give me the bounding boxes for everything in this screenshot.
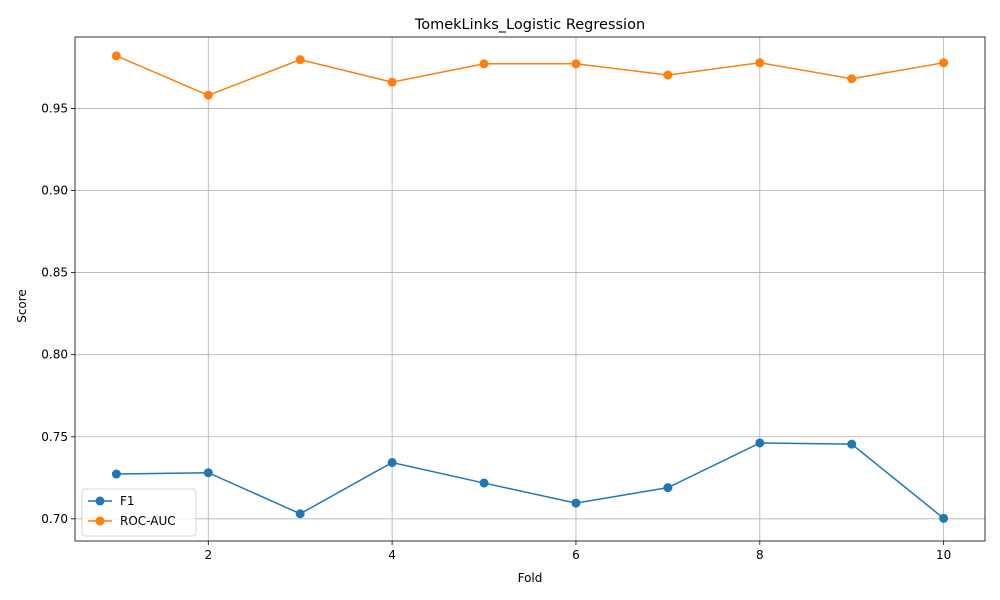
data-point-roc-auc: [847, 74, 857, 84]
y-tick-label: 0.95: [41, 101, 68, 115]
series-f1: [111, 438, 949, 523]
legend-label: ROC-AUC: [120, 514, 176, 528]
legend-box: [81, 488, 197, 537]
data-point-roc-auc: [111, 51, 121, 61]
y-axis-title: Score: [15, 289, 29, 323]
x-tick-label: 2: [204, 548, 212, 562]
y-axis: 0.70 0.75 0.80 0.85 0.90 0.95: [41, 101, 75, 526]
data-point-f1: [479, 478, 489, 488]
plot-frame: [74, 36, 986, 542]
y-tick-label: 0.75: [41, 430, 68, 444]
x-axis: 2 4 6 8 10: [204, 541, 951, 562]
series-line-roc-auc: [116, 55, 944, 97]
chart-title: TomekLinks_Logistic Regression: [414, 17, 645, 33]
y-tick-label: 0.70: [41, 512, 68, 526]
legend-label: F1: [120, 494, 135, 508]
series-roc-auc: [111, 51, 949, 100]
data-point-f1: [939, 513, 949, 523]
legend-marker-swatch: [95, 516, 105, 526]
x-tick-label: 4: [388, 548, 396, 562]
legend: F1 ROC-AUC: [81, 488, 197, 537]
data-point-f1: [111, 469, 121, 479]
data-point-f1: [203, 468, 213, 478]
data-point-roc-auc: [203, 90, 213, 100]
y-tick-label: 0.90: [41, 183, 68, 197]
data-point-roc-auc: [571, 59, 581, 69]
data-point-f1: [663, 483, 673, 493]
legend-item-f1: F1: [88, 494, 135, 508]
x-axis-title: Fold: [518, 571, 543, 585]
series-layer: [111, 51, 949, 523]
data-point-roc-auc: [479, 59, 489, 69]
data-point-roc-auc: [295, 55, 305, 65]
y-tick-label: 0.85: [41, 266, 68, 280]
data-point-roc-auc: [939, 58, 949, 68]
x-tick-label: 8: [756, 548, 764, 562]
data-point-f1: [295, 509, 305, 519]
legend-marker-swatch: [95, 496, 105, 506]
x-tick-label: 10: [936, 548, 951, 562]
data-point-f1: [571, 498, 581, 508]
grid: [75, 37, 985, 541]
data-point-roc-auc: [387, 77, 397, 87]
legend-item-roc-auc: ROC-AUC: [88, 514, 176, 528]
data-point-f1: [387, 458, 397, 468]
data-point-f1: [847, 439, 857, 449]
x-tick-label: 6: [572, 548, 580, 562]
data-point-f1: [755, 438, 765, 448]
data-point-roc-auc: [755, 58, 765, 68]
y-tick-label: 0.80: [41, 348, 68, 362]
data-point-roc-auc: [663, 70, 673, 80]
series-line-f1: [116, 442, 945, 519]
